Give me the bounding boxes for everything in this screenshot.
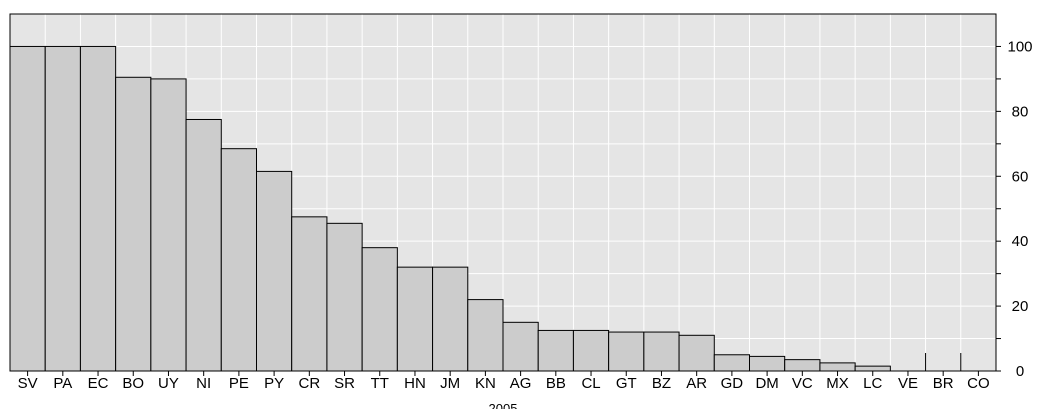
bar-lc (854, 365, 891, 372)
x-axis-label: 2005 (489, 401, 518, 409)
x-tick-label-kn: KN (475, 375, 496, 392)
x-axis: SV PA EC BO UY NI PE PY CR SR TT HN JM KN AG BB CL GT BZ AR… (18, 371, 990, 392)
bar-ag (502, 321, 539, 372)
x-tick-label-ec: EC (88, 375, 109, 392)
bar-mx (819, 362, 856, 372)
bar-jm (432, 266, 469, 372)
x-tick-label-py: PY (264, 375, 284, 392)
bar-gd (713, 354, 750, 372)
bar-kn (467, 299, 504, 372)
bar-gt (608, 331, 645, 372)
bar-py (256, 170, 293, 372)
bar-cr (291, 216, 328, 372)
bar-bz (643, 331, 680, 372)
x-tick-label-ag: AG (510, 375, 532, 392)
bar-ar (678, 334, 715, 372)
x-tick-label-co: CO (967, 375, 990, 392)
bar-dm (749, 355, 786, 372)
x-tick-label-ve: VE (898, 375, 918, 392)
bar-bb (537, 329, 574, 372)
x-tick-label-sv: SV (18, 375, 38, 392)
bar-hn (396, 266, 434, 372)
bar-sr (326, 222, 363, 372)
x-tick-label-cr: CR (298, 375, 320, 392)
x-tick-label-bz: BZ (652, 375, 671, 392)
x-tick-label-pe: PE (229, 375, 249, 392)
bar-uy (150, 78, 187, 372)
x-tick-label-uy: UY (158, 375, 179, 392)
bar-cl (572, 329, 610, 372)
bar-pe (220, 148, 258, 372)
x-tick-label-br: BR (933, 375, 954, 392)
x-tick-label-pa: PA (53, 375, 72, 392)
bar-ni (185, 118, 222, 372)
bar-vc (784, 359, 821, 372)
x-tick-label-dm: DM (755, 375, 778, 392)
x-tick-label-bo: BO (122, 375, 144, 392)
y-axis: 0 20 40 60 80 100 (996, 38, 1033, 380)
bars (9, 45, 997, 372)
y-tick-label: 20 (1012, 298, 1029, 315)
bar-tt (361, 247, 398, 372)
x-tick-label-jm: JM (440, 375, 460, 392)
x-tick-label-cl: CL (581, 375, 600, 392)
x-tick-label-hn: HN (404, 375, 426, 392)
x-tick-label-vc: VC (792, 375, 813, 392)
y-tick-label: 80 (1012, 103, 1029, 120)
x-tick-label-ar: AR (686, 375, 707, 392)
x-tick-label-gt: GT (616, 375, 637, 392)
x-tick-label-ni: NI (196, 375, 211, 392)
bar-ec (79, 45, 117, 372)
plot-frame (9, 13, 997, 372)
y-tick-label: 100 (1007, 38, 1032, 55)
x-tick-label-lc: LC (863, 375, 882, 392)
x-tick-label-bb: BB (546, 375, 566, 392)
x-tick-label-tt: TT (371, 375, 389, 392)
x-tick-label-sr: SR (334, 375, 355, 392)
bar-bo (115, 76, 152, 372)
x-tick-label-gd: GD (721, 375, 744, 392)
x-tick-label-mx: MX (826, 375, 849, 392)
bar-pa (44, 45, 81, 372)
y-tick-label: 0 (1016, 363, 1024, 380)
y-tick-label: 40 (1012, 233, 1029, 250)
y-tick-label: 60 (1012, 168, 1029, 185)
bar-sv (9, 45, 46, 372)
